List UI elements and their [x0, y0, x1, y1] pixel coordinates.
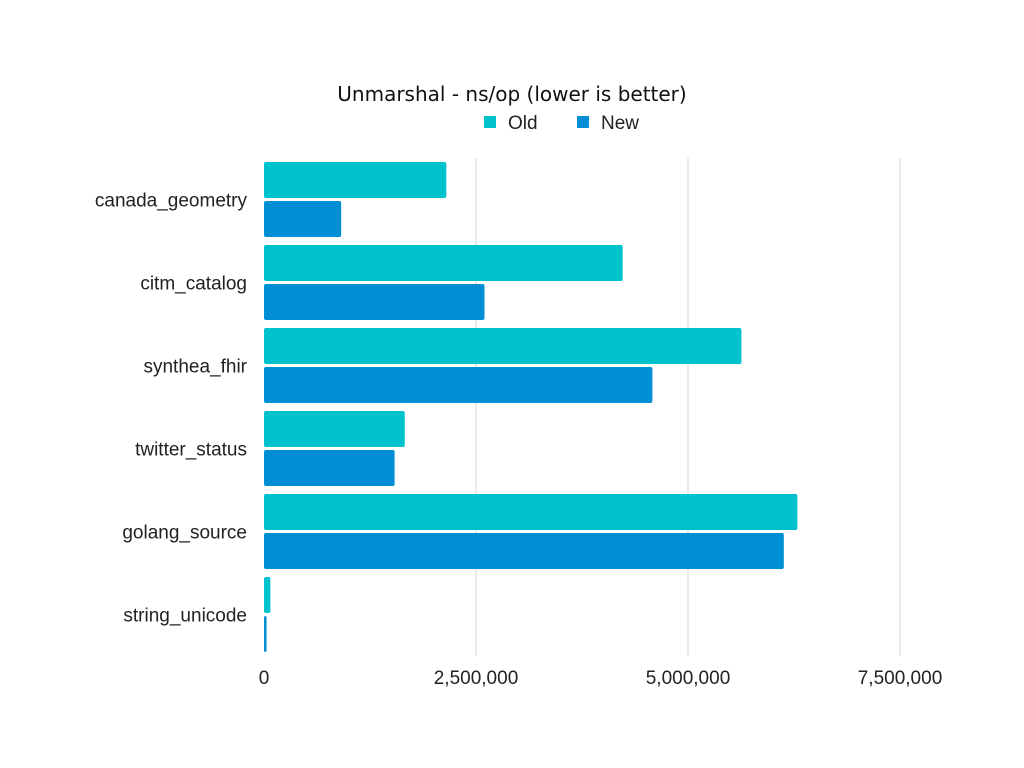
legend-item-new[interactable]: New: [577, 113, 639, 134]
bar-new-canada-geometry[interactable]: [264, 201, 342, 237]
x-tick-label: 7,500,000: [858, 668, 943, 689]
chart-title: Unmarshal - ns/op (lower is better): [337, 82, 686, 106]
category-label: citm_catalog: [140, 274, 247, 295]
bar-old-string-unicode[interactable]: [264, 577, 271, 613]
category-label: string_unicode: [123, 606, 247, 627]
bar-new-citm-catalog[interactable]: [264, 284, 485, 320]
bar-old-golang-source[interactable]: [264, 494, 798, 530]
x-axis-tick-labels: 0 2,500,000 5,000,000 7,500,000: [259, 668, 943, 689]
bar-new-twitter-status[interactable]: [264, 450, 395, 486]
category-label: golang_source: [122, 523, 247, 544]
category-labels: canada_geometry citm_catalog synthea_fhirt…: [95, 191, 248, 627]
bar-old-citm-catalog[interactable]: [264, 245, 623, 281]
legend: Old New: [484, 113, 639, 134]
gridlines: [475, 158, 901, 656]
x-tick-label: 5,000,000: [646, 668, 731, 689]
bars: [264, 162, 798, 652]
bar-old-twitter-status[interactable]: [264, 411, 405, 447]
legend-swatch-new: [577, 116, 589, 128]
category-label: canada_geometry: [95, 191, 248, 212]
legend-swatch-old: [484, 116, 496, 128]
x-tick-label: 0: [259, 668, 270, 689]
legend-label-new: New: [601, 113, 639, 134]
bar-new-golang-source[interactable]: [264, 533, 784, 569]
category-label: twitter_status: [135, 440, 247, 461]
bar-new-synthea-fhir[interactable]: [264, 367, 653, 403]
x-tick-label: 2,500,000: [434, 668, 519, 689]
legend-item-old[interactable]: Old: [484, 113, 538, 134]
bar-old-canada-geometry[interactable]: [264, 162, 447, 198]
category-label: synthea_fhir: [143, 357, 247, 378]
bar-old-synthea-fhir[interactable]: [264, 328, 742, 364]
bar-new-string-unicode[interactable]: [264, 616, 267, 652]
legend-label-old: Old: [508, 113, 538, 134]
